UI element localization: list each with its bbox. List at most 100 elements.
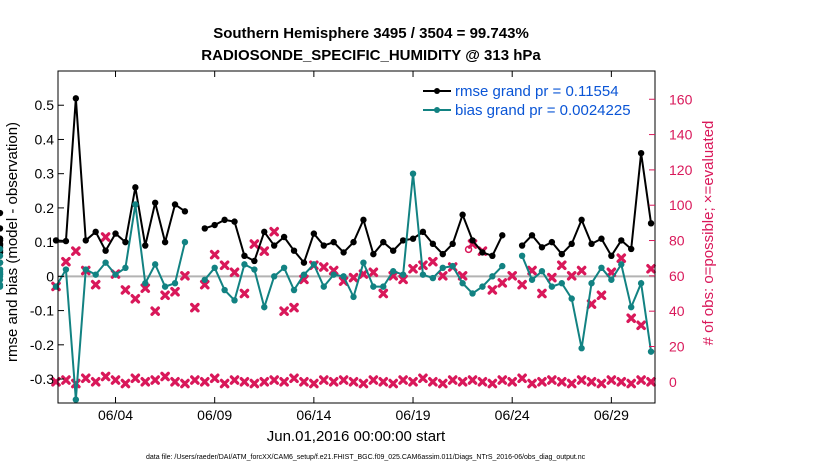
obs-evaluated-marker [199,279,210,290]
bias-point [310,261,318,268]
y-tick-label-left: 0.4 [35,131,55,147]
bias-point [320,283,327,290]
obs-evaluated-marker [269,375,279,385]
rmse-point [0,209,4,217]
obs-evaluated-marker [566,378,577,389]
obs-evaluated-marker [318,262,329,272]
y-tick-label-left: -0.1 [30,303,54,319]
bias-point [598,264,605,272]
obs-evaluated-marker [190,302,200,313]
rmse-point [112,230,119,237]
bias-point [251,266,258,273]
y-tick-label-right: 80 [669,233,685,249]
obs-evaluated-marker [180,271,190,281]
axes-group [57,70,656,404]
bias-point [627,303,635,311]
bias-point [0,281,4,289]
obs-evaluated-marker [368,267,379,278]
rmse-point [578,216,585,224]
obs-evaluated-marker [636,375,646,385]
bias-point [618,261,625,268]
obs-evaluated-marker [428,256,438,267]
obs-evaluated-marker [576,265,587,276]
obs-evaluated-marker [219,260,230,271]
rmse-point [201,225,208,232]
obs-evaluated-marker [457,377,468,387]
obs-evaluated-marker [378,288,389,299]
obs-evaluated-marker [497,375,508,385]
rmse-point [399,237,407,244]
rmse-point [389,247,397,254]
obs-evaluated-marker [170,377,180,387]
rmse-point [171,201,179,208]
obs-evaluated-marker [209,249,220,260]
rmse-point [429,240,437,248]
rmse-point [568,240,575,248]
obs-evaluated-marker [100,371,111,382]
obs-evaluated-marker [160,371,170,382]
bias-point [221,286,228,294]
rmse-point [92,228,99,236]
rmse-point [132,184,139,191]
legend-bias-marker [434,107,440,113]
bias-point [389,268,397,275]
chart-title-line2: RADIOSONDE_SPECIFIC_HUMIDITY @ 313 hPa [201,47,541,64]
rmse-point [320,242,327,249]
y-tick-label-right: 120 [669,162,693,178]
obs-evaluated-marker [110,375,121,385]
x-axis-label: Jun.01,2016 00:00:00 start [267,428,446,445]
obs-evaluated-marker [80,373,91,384]
obs-evaluated-marker [90,279,101,290]
bias-point [0,276,4,283]
obs-evaluated-marker [428,377,438,387]
obs-evaluated-marker [160,290,170,301]
rmse-point [518,242,526,249]
obs-evaluated-marker [61,375,71,385]
x-tick-label: 06/09 [197,407,232,423]
bias-point [201,276,208,283]
y-tick-label-left: -0.2 [30,337,54,353]
obs-evaluated-marker [556,377,567,387]
obs-evaluated-marker [646,263,656,274]
bias-point [261,303,268,311]
obs-evaluated-marker [487,285,498,295]
bias-point [151,261,159,268]
y-tick-label-right: 60 [669,268,685,284]
obs-evaluated-marker [130,294,141,304]
rmse-point [310,230,318,237]
rmse-point [538,244,546,251]
obs-evaluated-marker [328,377,339,387]
rmse-point [261,228,268,236]
obs-evaluated-marker [249,239,260,249]
obs-evaluated-marker [527,378,537,389]
obs-evaluated-marker [368,375,379,385]
rmse-point [0,237,4,244]
obs-evaluated-marker [547,272,557,283]
legend-rmse-marker [434,88,440,94]
rmse-point [419,228,427,236]
obs-evaluated-marker [61,256,71,267]
bias-point [528,276,536,283]
obs-count-markers [51,226,656,389]
bias-point [102,259,109,266]
obs-evaluated-marker [249,378,260,389]
bias-point [330,271,337,278]
obs-evaluated-marker [507,377,517,387]
rmse-point [459,211,466,218]
rmse-point [479,249,486,256]
bias-point [0,252,4,260]
rmse-point [370,250,377,258]
bias-point [578,345,585,352]
obs-evaluated-marker [289,302,299,313]
obs-evaluated-marker [517,279,527,290]
rmse-point [380,238,387,246]
y-axis-label-left: rmse and bias (model - observation) [4,122,21,362]
bias-point [280,264,288,272]
bias-point [429,274,437,282]
obs-evaluated-marker [556,260,567,271]
obs-evaluated-marker [90,377,101,387]
rmse-point [151,199,159,206]
rmse-point [449,240,456,248]
rmse-point [251,257,258,265]
obs-evaluated-marker [606,267,617,278]
